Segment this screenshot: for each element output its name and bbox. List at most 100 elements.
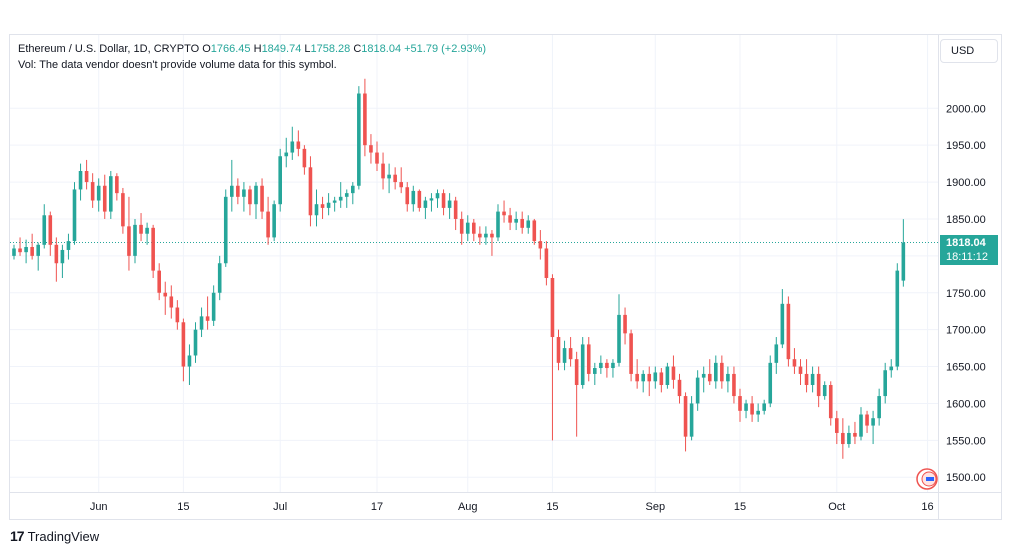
- candle-body: [441, 193, 446, 208]
- candle-body: [671, 366, 676, 380]
- candle-body: [84, 171, 89, 183]
- candle-body: [266, 211, 270, 238]
- candle-body: [617, 314, 621, 363]
- candle-body: [544, 248, 549, 278]
- candle-body: [689, 403, 694, 437]
- brand-name[interactable]: TradingView: [27, 528, 100, 544]
- candle-body: [90, 182, 95, 201]
- candle-body: [556, 337, 561, 363]
- candle-body: [187, 355, 192, 367]
- candle-body: [586, 344, 591, 374]
- candle-body: [562, 348, 567, 363]
- low-label: L: [304, 43, 311, 55]
- candle-body: [48, 215, 53, 245]
- earnings-badge-icon[interactable]: [916, 468, 938, 490]
- candle-layer: [12, 78, 906, 459]
- candle-body: [514, 218, 518, 223]
- x-tick-label: 15: [546, 501, 558, 513]
- candle-body: [786, 303, 791, 360]
- candle-body: [181, 322, 186, 367]
- candle-body: [568, 348, 573, 360]
- candle-body: [211, 292, 216, 321]
- candle-body: [435, 193, 440, 199]
- y-tick-label: 1500.00: [946, 472, 986, 484]
- candle-body: [859, 414, 863, 437]
- candle-body: [804, 373, 809, 385]
- symbol-label[interactable]: Ethereum / U.S. Dollar, 1D, CRYPTO: [18, 43, 200, 55]
- candle-body: [308, 167, 313, 216]
- candle-body: [254, 185, 258, 205]
- candle-body: [792, 359, 797, 367]
- candle-body: [726, 373, 730, 382]
- candle-body: [828, 385, 833, 419]
- last-price-value: 1818.04: [946, 236, 986, 249]
- candle-body: [357, 93, 361, 186]
- chart-frame: [9, 34, 1002, 520]
- candle-body: [502, 211, 506, 216]
- candle-body: [701, 373, 706, 378]
- candle-body: [580, 344, 585, 385]
- y-tick-label: 2000.00: [946, 103, 986, 115]
- candle-body: [375, 152, 379, 164]
- bar-countdown: 18:11:12: [946, 250, 989, 263]
- candle-body: [393, 174, 397, 183]
- x-tick-label: 16: [921, 501, 933, 513]
- candle-body: [465, 222, 470, 234]
- candle-body: [574, 359, 579, 385]
- candle-body: [738, 396, 742, 411]
- candle-body: [399, 182, 403, 188]
- candle-body: [484, 233, 488, 238]
- candle-body: [889, 366, 894, 371]
- candle-body: [453, 200, 458, 219]
- x-tick-label: Aug: [458, 501, 478, 513]
- candle-body: [163, 292, 168, 297]
- candle-body: [641, 373, 645, 382]
- candle-body: [883, 370, 887, 397]
- candle-body: [744, 403, 748, 411]
- candle-body: [665, 366, 670, 385]
- candle-body: [36, 244, 40, 256]
- candle-body: [423, 200, 428, 208]
- candle-body: [369, 145, 373, 153]
- candle-body: [302, 148, 307, 168]
- candle-body: [242, 189, 246, 197]
- candle-body: [175, 307, 180, 323]
- candle-body: [653, 372, 658, 382]
- candle-body: [835, 418, 839, 433]
- candle-body: [459, 218, 464, 234]
- currency-button[interactable]: USD: [940, 39, 998, 63]
- tradingview-logo-icon[interactable]: 17: [10, 528, 25, 544]
- candle-body: [762, 403, 766, 411]
- candle-body: [115, 176, 119, 194]
- candle-body: [774, 344, 779, 363]
- candle-body: [223, 196, 228, 264]
- low-value: 1758.28: [310, 43, 351, 55]
- candle-body: [145, 227, 149, 234]
- candle-body: [810, 373, 815, 385]
- candle-body: [169, 296, 174, 308]
- candle-body: [387, 174, 391, 179]
- candle-body: [60, 249, 65, 264]
- candle-body: [344, 193, 349, 197]
- close-label: C: [353, 43, 362, 55]
- y-tick-label: 1650.00: [946, 362, 986, 374]
- last-price-tag: 1818.04 18:11:12: [940, 234, 998, 265]
- candle-body: [853, 432, 857, 437]
- candle-body: [822, 385, 827, 397]
- grid-layer: [10, 35, 938, 492]
- candle-body: [230, 185, 234, 197]
- x-tick-label: Jul: [273, 501, 287, 513]
- candle-body: [750, 403, 754, 415]
- candle-body: [707, 373, 712, 382]
- candle-body: [629, 333, 633, 374]
- x-tick-label: 17: [371, 501, 383, 513]
- candle-body: [66, 241, 71, 250]
- candle-body: [18, 248, 22, 253]
- candle-body: [278, 156, 282, 205]
- candle-body: [72, 189, 77, 242]
- y-axis: 1500.00 1550.00 1600.00 1650.00 1700.00 1750.…: [946, 103, 986, 484]
- candle-body: [381, 163, 385, 179]
- candle-body: [841, 432, 845, 445]
- candle-body: [363, 93, 367, 146]
